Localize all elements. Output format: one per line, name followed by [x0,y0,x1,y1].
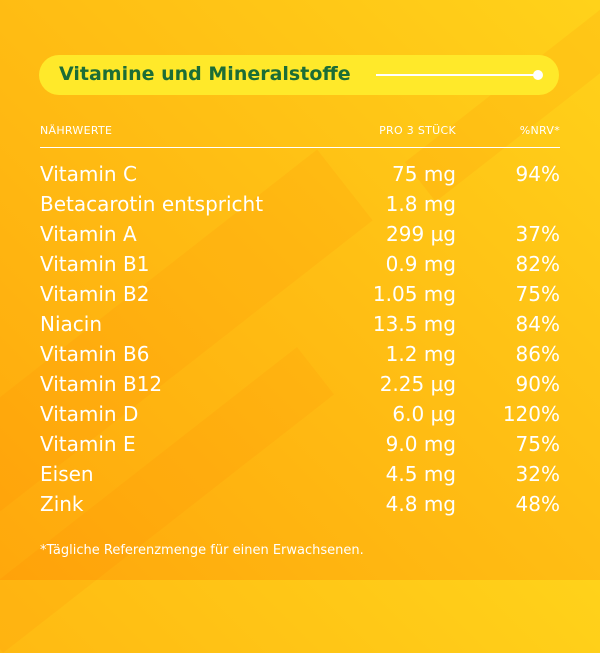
nutrient-nrv: 94% [515,162,560,186]
nutrient-name: Vitamin B6 [40,342,150,366]
table-row: Vitamin C 75 mg 94% [40,160,560,190]
nutrient-nrv: 120% [502,402,560,426]
nutrient-nrv: 86% [515,342,560,366]
table-row: Vitamin B12 2.25 µg 90% [40,370,560,400]
table-row: Zink 4.8 mg 48% [40,490,560,520]
nutrient-nrv: 84% [515,312,560,336]
nutrient-name: Vitamin B2 [40,282,150,306]
nutrient-amount: 4.8 mg [385,492,456,516]
nutrient-name: Vitamin B1 [40,252,150,276]
nutrient-name: Eisen [40,462,94,486]
nutrient-nrv: 75% [515,432,560,456]
nutrient-amount: 9.0 mg [385,432,456,456]
nutrient-nrv: 82% [515,252,560,276]
title-decoration-dot [533,70,543,80]
nutrient-name: Niacin [40,312,103,336]
table-row: Vitamin B1 0.9 mg 82% [40,250,560,280]
table-row: Vitamin A 299 µg 37% [40,220,560,250]
table-row: Niacin 13.5 mg 84% [40,310,560,340]
nutrient-name: Vitamin E [40,432,136,456]
footnote: *Tägliche Referenzmenge für einen Erwach… [40,543,364,558]
nutrient-name: Vitamin B12 [40,372,163,396]
nutrient-name: Vitamin D [40,402,139,426]
nutrient-name: Vitamin C [40,162,137,186]
nutrient-amount: 4.5 mg [385,462,456,486]
table-row: Vitamin D 6.0 µg 120% [40,400,560,430]
nutrient-amount: 1.05 mg [372,282,456,306]
table-row: Vitamin B6 1.2 mg 86% [40,340,560,370]
nutrient-name: Vitamin A [40,222,137,246]
nutrition-table: Vitamin C 75 mg 94% Betacarotin entspric… [40,160,560,520]
nutrient-amount: 2.25 µg [379,372,456,396]
nutrient-nrv: 75% [515,282,560,306]
title-decoration-line [376,74,536,76]
title-banner: Vitamine und Mineralstoffe [39,55,559,95]
nutrient-amount: 75 mg [392,162,456,186]
table-row: Vitamin E 9.0 mg 75% [40,430,560,460]
nutrient-nrv: 32% [515,462,560,486]
header-nrv: %NRV* [519,124,560,137]
nutrient-amount: 1.8 mg [385,192,456,216]
nutrient-amount: 6.0 µg [392,402,456,426]
nutrient-amount: 1.2 mg [385,342,456,366]
table-row: Eisen 4.5 mg 32% [40,460,560,490]
nutrient-amount: 0.9 mg [385,252,456,276]
page-title: Vitamine und Mineralstoffe [59,63,351,85]
nutrient-nrv: 37% [515,222,560,246]
table-row: Vitamin B2 1.05 mg 75% [40,280,560,310]
nutrient-name: Zink [40,492,84,516]
nutrient-name: Betacarotin entspricht [40,192,264,216]
table-header: NÄHRWERTE PRO 3 STÜCK %NRV* [40,122,560,142]
header-divider [40,147,560,148]
header-amount: PRO 3 STÜCK [379,124,456,137]
nutrient-nrv: 90% [515,372,560,396]
header-nutrient: NÄHRWERTE [40,124,113,137]
nutrient-nrv: 48% [515,492,560,516]
nutrient-amount: 13.5 mg [372,312,456,336]
table-row: Betacarotin entspricht 1.8 mg [40,190,560,220]
nutrient-amount: 299 µg [386,222,456,246]
